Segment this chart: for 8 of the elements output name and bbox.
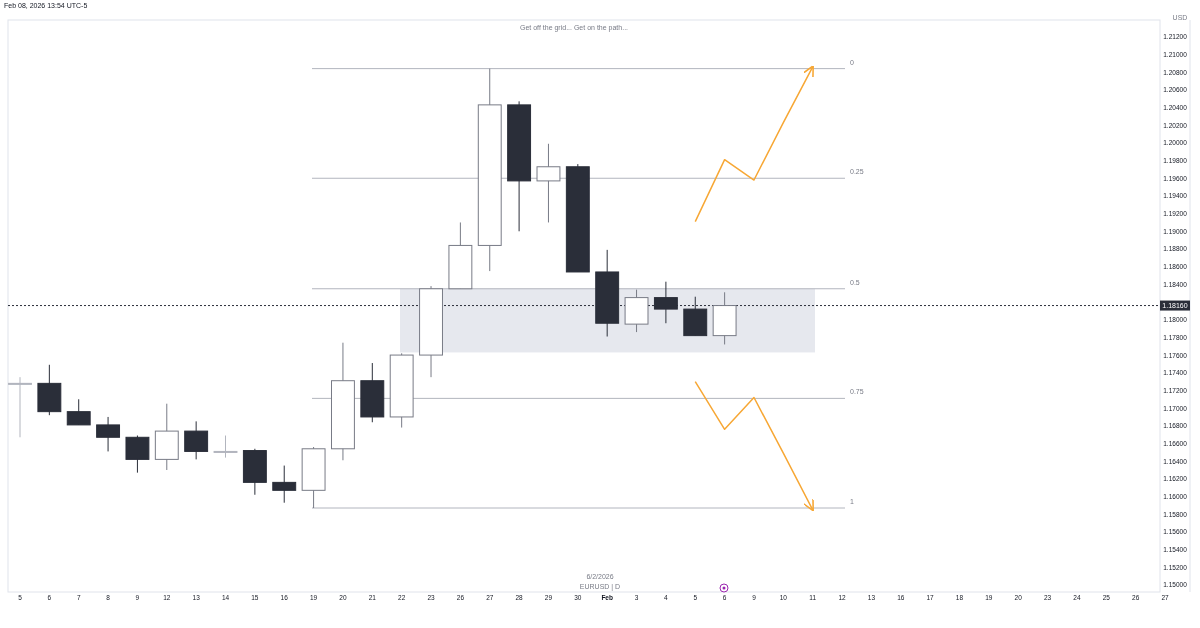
- candlestick: [8, 376, 32, 438]
- candlestick: [96, 416, 121, 452]
- candlestick: [125, 435, 150, 474]
- candlestick: [272, 465, 297, 504]
- candlestick: [213, 435, 238, 459]
- candlestick: [184, 420, 209, 460]
- candlestick: [66, 398, 91, 426]
- candlestick: [536, 143, 561, 223]
